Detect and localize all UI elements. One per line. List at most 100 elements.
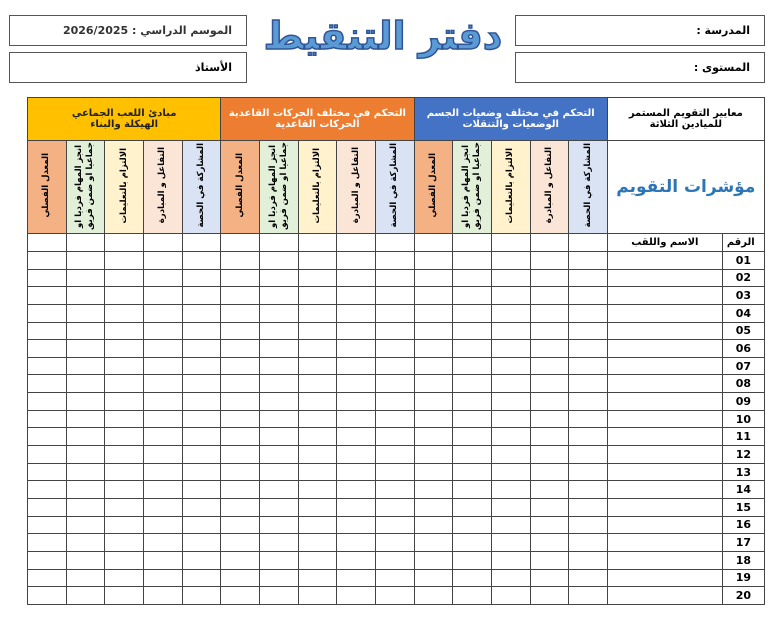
grade-cell — [27, 497, 67, 517]
indicator-cell: التفاعل و المبادرة — [529, 140, 570, 234]
grade-cell — [142, 233, 183, 252]
grade-cell — [529, 268, 570, 288]
grade-cell — [104, 374, 144, 394]
indicator-cell: التفاعل و المبادرة — [142, 140, 183, 234]
name-cell — [606, 251, 723, 270]
grade-cell — [490, 374, 531, 394]
grade-cell — [297, 392, 338, 411]
grade-cell — [452, 533, 492, 552]
grade-cell — [220, 445, 260, 464]
grade-cell — [336, 409, 376, 429]
grade-cell — [142, 427, 183, 447]
domain-cell: مبادئ اللعب الجماعي الهيكلة والبناء — [26, 97, 222, 141]
grade-cell — [258, 497, 299, 517]
grade-cell — [413, 480, 454, 499]
grade-cell — [258, 286, 299, 305]
row-number: 13 — [721, 462, 765, 482]
grade-cell — [297, 515, 338, 535]
grade-cell — [452, 233, 492, 252]
grade-cell — [27, 586, 67, 605]
grade-cell — [220, 286, 260, 305]
grade-cell — [297, 251, 338, 270]
grade-cell — [297, 586, 338, 605]
grade-cell — [452, 568, 492, 588]
grade-cell — [65, 374, 106, 394]
student-row: 10 — [27, 409, 765, 429]
grade-cell — [529, 392, 570, 411]
grade-cell — [65, 550, 106, 570]
grade-cell — [490, 321, 531, 341]
indicator-label: انجز المهام فرديا او جماعيا او ضمن فريق — [267, 141, 289, 230]
grade-cell — [258, 480, 299, 499]
grade-cell — [297, 303, 338, 323]
name-cell — [606, 568, 723, 588]
grade-cell — [65, 339, 106, 358]
label-row: الرقم الاسم واللقب — [27, 233, 765, 252]
grade-cell — [413, 445, 454, 464]
name-cell — [606, 480, 723, 499]
grade-cell — [452, 480, 492, 499]
grade-cell — [27, 303, 67, 323]
grade-cell — [297, 568, 338, 588]
grade-cell — [181, 497, 222, 517]
grade-cell — [336, 392, 376, 411]
row-number: 09 — [721, 392, 765, 411]
grade-cell — [297, 445, 338, 464]
grade-cell — [568, 251, 608, 270]
row-number: 14 — [721, 480, 765, 499]
student-row: 19 — [27, 568, 765, 588]
student-row: 08 — [27, 374, 765, 394]
row-number: 12 — [721, 445, 765, 464]
row-number: 08 — [721, 374, 765, 394]
grade-cell — [297, 550, 338, 570]
indicator-label: المعدل الفصلي — [234, 153, 245, 218]
grade-cell — [104, 568, 144, 588]
grade-cell — [336, 427, 376, 447]
grade-cell — [220, 568, 260, 588]
grade-cell — [65, 356, 106, 376]
grade-cell — [374, 303, 415, 323]
grade-cell — [220, 515, 260, 535]
grade-cell — [336, 303, 376, 323]
indicator-cell: انجز المهام فرديا او جماعيا او ضمن فريق — [65, 140, 106, 234]
grade-cell — [220, 374, 260, 394]
grade-cell — [529, 321, 570, 341]
name-cell — [606, 303, 723, 323]
grade-cell — [568, 409, 608, 429]
student-row: 03 — [27, 286, 765, 305]
grade-cell — [104, 586, 144, 605]
grade-cell — [452, 550, 492, 570]
grade-cell — [413, 586, 454, 605]
row-number: 02 — [721, 268, 765, 288]
grade-cell — [568, 392, 608, 411]
grade-cell — [568, 339, 608, 358]
grade-cell — [374, 568, 415, 588]
student-row: 18 — [27, 550, 765, 570]
student-row: 07 — [27, 356, 765, 376]
grade-cell — [104, 497, 144, 517]
grade-cell — [490, 497, 531, 517]
grade-cell — [374, 392, 415, 411]
name-cell — [606, 586, 723, 605]
row-number: 17 — [721, 533, 765, 552]
grade-cell — [104, 533, 144, 552]
grade-cell — [297, 374, 338, 394]
grade-cell — [27, 251, 67, 270]
grade-cell — [568, 303, 608, 323]
grade-cell — [27, 550, 67, 570]
grade-cell — [27, 533, 67, 552]
grade-cell — [452, 374, 492, 394]
row-number: 04 — [721, 303, 765, 323]
grade-cell — [336, 550, 376, 570]
grade-cell — [490, 356, 531, 376]
grade-cell — [142, 568, 183, 588]
indicator-cell: المشاركة في الحصة — [181, 140, 222, 234]
indicator-label: الالتزام بالتعليمات — [505, 147, 516, 224]
grade-cell — [65, 480, 106, 499]
grade-cell — [65, 303, 106, 323]
grade-cell — [374, 445, 415, 464]
row-number: 11 — [721, 427, 765, 447]
grade-cell — [529, 286, 570, 305]
name-cell — [606, 533, 723, 552]
row-number: 10 — [721, 409, 765, 429]
